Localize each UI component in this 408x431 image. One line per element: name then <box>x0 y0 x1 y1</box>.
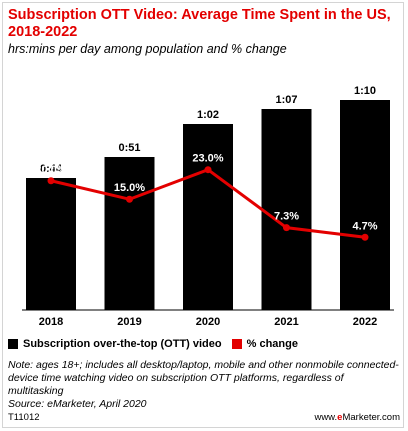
percent-change-points <box>47 166 369 241</box>
percent-point-2020 <box>204 166 212 174</box>
bar-2021 <box>261 109 312 310</box>
legend-label-bar: Subscription over-the-top (OTT) video <box>23 338 222 350</box>
chart-subtitle: hrs:mins per day among population and % … <box>8 42 287 56</box>
footer: T11012 www.eMarketer.com <box>8 412 400 425</box>
percent-label-2020: 23.0% <box>192 153 223 165</box>
percent-label-2019: 15.0% <box>114 182 145 194</box>
bar-group <box>26 100 390 310</box>
source-text: Source: eMarketer, April 2020 <box>8 398 147 410</box>
chart-title: Subscription OTT Video: Average Time Spe… <box>8 7 391 40</box>
legend-item-bar: Subscription over-the-top (OTT) video <box>8 338 222 350</box>
legend-swatch-bar <box>8 339 18 349</box>
note-text: Note: ages 18+; includes all desktop/lap… <box>8 359 399 397</box>
bar-value-label-2018: 0:44 <box>40 163 63 175</box>
percent-label-2018: 20.0% <box>35 164 66 176</box>
bar-2022 <box>340 100 390 310</box>
bar-value-labels: 0:44 0:51 1:02 1:07 1:10 <box>40 85 376 175</box>
chart-note: Note: ages 18+; includes all desktop/lap… <box>8 359 400 411</box>
chart-frame <box>2 2 404 428</box>
legend-label-line: % change <box>246 338 298 350</box>
bar-value-label-2020: 1:02 <box>197 109 219 121</box>
percent-point-2018 <box>47 177 55 185</box>
chart-id: T11012 <box>8 412 40 423</box>
bar-2019 <box>104 157 155 310</box>
percent-label-2022: 4.7% <box>352 220 377 232</box>
chart-svg: 0:44 0:51 1:02 1:07 1:10 2018 2019 2020 2021 202… <box>22 85 394 328</box>
bar-2020 <box>183 124 233 310</box>
x-tick-label-2021: 2021 <box>274 316 298 328</box>
bar-2018 <box>26 178 76 310</box>
percent-point-2021 <box>283 224 290 232</box>
logo-prefix: www. <box>314 412 338 423</box>
legend: Subscription over-the-top (OTT) video % … <box>8 336 400 352</box>
x-axis-tick-labels: 2018 2019 2020 2021 2022 <box>39 316 377 328</box>
percent-label-2021: 7.3% <box>274 211 299 223</box>
bar-value-label-2021: 1:07 <box>275 94 297 106</box>
x-tick-label-2022: 2022 <box>353 316 377 328</box>
x-tick-label-2020: 2020 <box>196 316 220 328</box>
x-tick-label-2019: 2019 <box>117 316 141 328</box>
percent-change-labels: 20.0% 15.0% 23.0% 7.3% 4.7% <box>35 153 377 233</box>
bar-value-label-2019: 0:51 <box>118 142 140 154</box>
legend-item-line: % change <box>231 338 298 350</box>
legend-swatch-line <box>231 339 242 349</box>
x-tick-label-2018: 2018 <box>39 316 63 328</box>
logo-suffix: Marketer.com <box>342 412 400 423</box>
percent-point-2022 <box>361 233 369 241</box>
bar-value-label-2022: 1:10 <box>354 85 376 97</box>
emarketer-logo: www.eMarketer.com <box>314 412 400 423</box>
logo-e: e <box>337 412 343 423</box>
percent-point-2019 <box>126 195 133 203</box>
